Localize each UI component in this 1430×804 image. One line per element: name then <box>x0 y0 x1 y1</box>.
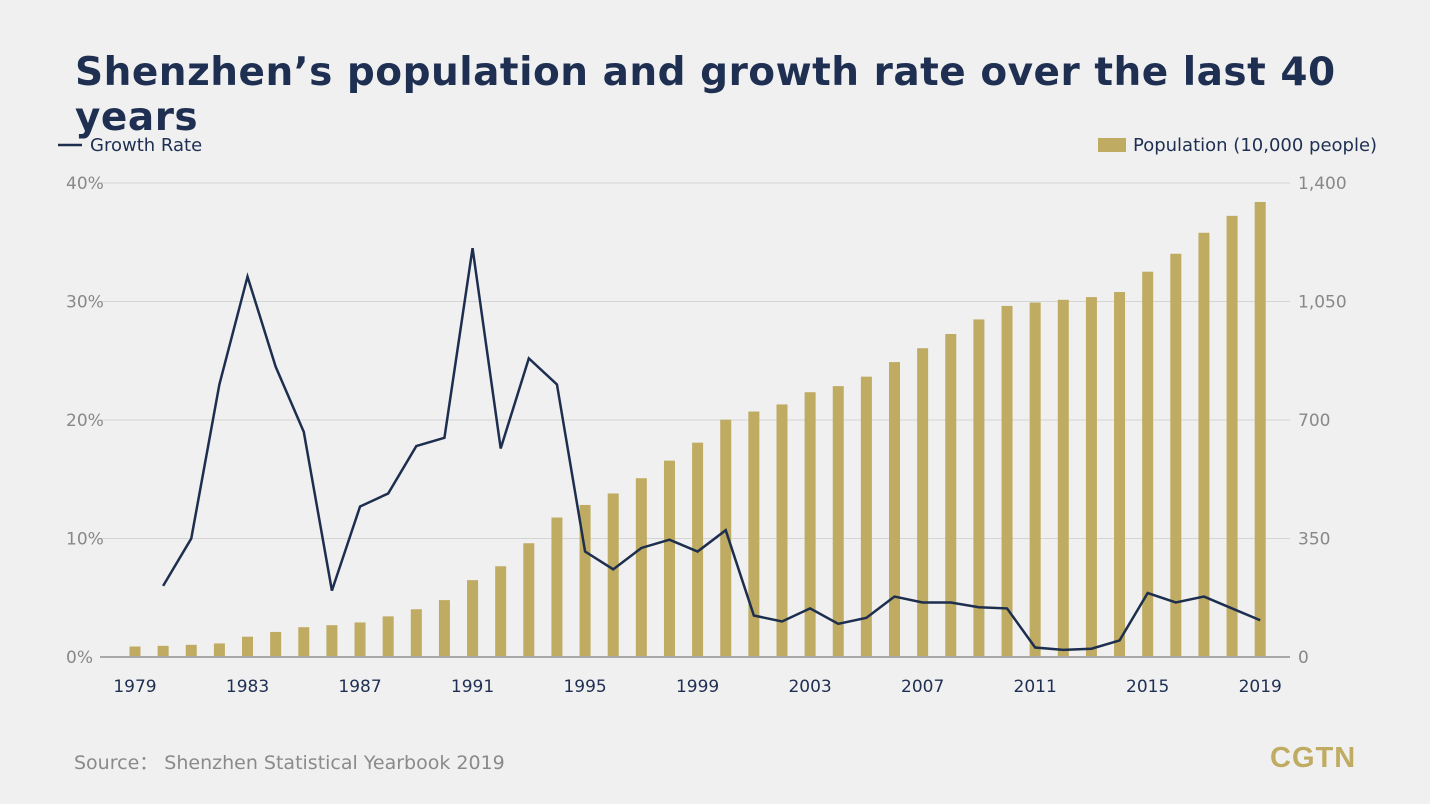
right-tick-label: 1,050 <box>1298 293 1347 313</box>
x-tick-label: 2003 <box>788 677 831 697</box>
x-tick-label: 1999 <box>676 677 719 697</box>
population-bar <box>607 493 619 657</box>
population-bar <box>1114 292 1126 657</box>
population-bar <box>467 580 479 657</box>
source-note: Source： Shenzhen Statistical Yearbook 20… <box>74 752 505 774</box>
right-tick-label: 0 <box>1298 648 1309 668</box>
population-bar <box>579 504 591 657</box>
population-bar <box>945 334 957 657</box>
population-bar <box>1254 201 1266 657</box>
population-bar <box>748 411 760 657</box>
left-tick-label: 10% <box>66 530 104 550</box>
population-bar <box>157 645 169 657</box>
population-bar <box>495 566 507 657</box>
population-bar <box>889 362 901 657</box>
population-bar <box>1142 271 1154 657</box>
x-tick-label: 2011 <box>1014 677 1057 697</box>
population-bar <box>776 404 788 657</box>
left-tick-label: 20% <box>66 411 104 431</box>
population-bar <box>354 622 366 657</box>
population-bar <box>438 600 450 657</box>
right-tick-label: 350 <box>1298 530 1330 550</box>
population-bar <box>663 460 675 657</box>
population-bar <box>832 386 844 657</box>
right-tick-label: 1,400 <box>1298 174 1347 194</box>
chart-title: Shenzhen’s population and growth rate ov… <box>75 50 1336 140</box>
legend-growth-rate: Growth Rate <box>90 135 202 156</box>
x-tick-label: 2015 <box>1126 677 1169 697</box>
left-tick-label: 40% <box>66 174 104 194</box>
cgtn-logo: CGTN <box>1270 742 1357 774</box>
population-bar <box>1029 302 1041 657</box>
x-tick-label: 1991 <box>451 677 494 697</box>
population-bar <box>185 644 197 657</box>
legend-population: Population (10,000 people) <box>1133 135 1377 156</box>
growth-rate-line <box>162 247 1261 652</box>
population-bar <box>410 609 422 657</box>
population-bar <box>270 631 282 657</box>
population-bar <box>129 646 141 657</box>
population-bar <box>1170 253 1182 658</box>
population-bar <box>1001 305 1013 657</box>
x-tick-label: 1979 <box>113 677 156 697</box>
population-bar <box>523 543 535 657</box>
left-tick-label: 30% <box>66 293 104 313</box>
population-bar <box>973 319 985 657</box>
legend-bar-swatch <box>1098 138 1126 152</box>
population-bar <box>804 392 816 657</box>
left-tick-label: 0% <box>66 648 93 668</box>
x-tick-label: 1987 <box>338 677 381 697</box>
population-bar <box>720 419 732 657</box>
population-bar <box>242 636 254 657</box>
x-tick-label: 1983 <box>226 677 269 697</box>
x-tick-label: 2007 <box>901 677 944 697</box>
x-tick-label: 2019 <box>1239 677 1282 697</box>
population-bar <box>1085 297 1097 657</box>
population-bar <box>635 478 647 657</box>
population-bar <box>860 376 872 657</box>
x-tick-label: 1995 <box>563 677 606 697</box>
population-bar <box>1198 232 1210 657</box>
population-bar <box>298 627 310 657</box>
population-bar <box>692 442 704 657</box>
population-bar <box>326 625 338 657</box>
population-bar <box>917 348 929 657</box>
population-bar <box>551 517 563 657</box>
population-bar <box>213 643 225 657</box>
population-bar <box>382 616 394 657</box>
population-bar <box>1226 215 1238 657</box>
population-bar <box>1057 299 1069 657</box>
right-tick-label: 700 <box>1298 411 1330 431</box>
